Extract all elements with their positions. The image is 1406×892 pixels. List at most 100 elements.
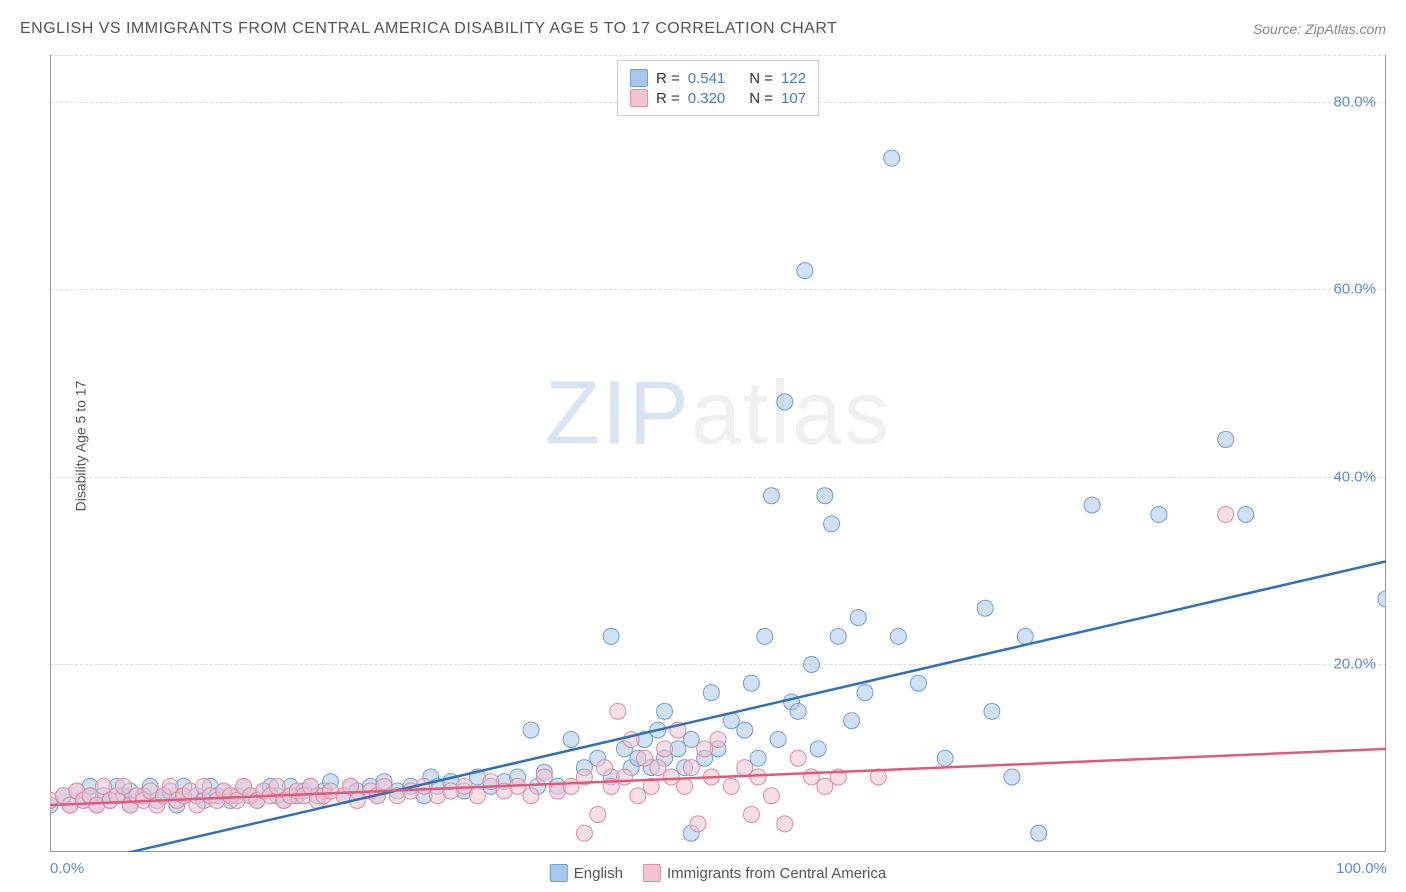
scatter-point bbox=[977, 600, 993, 616]
scatter-point bbox=[804, 769, 820, 785]
scatter-point bbox=[1084, 497, 1100, 513]
legend-swatch bbox=[550, 864, 568, 882]
legend-row: R = 0.541 N = 122 bbox=[630, 69, 806, 87]
scatter-point bbox=[1238, 506, 1254, 522]
legend-r-label: R = bbox=[656, 70, 680, 87]
scatter-point bbox=[737, 760, 753, 776]
scatter-point bbox=[790, 750, 806, 766]
scatter-point bbox=[690, 816, 706, 832]
scatter-point bbox=[817, 778, 833, 794]
scatter-point bbox=[830, 628, 846, 644]
scatter-point bbox=[790, 703, 806, 719]
legend-row: R = 0.320 N = 107 bbox=[630, 89, 806, 107]
scatter-point bbox=[797, 263, 813, 279]
scatter-point bbox=[269, 778, 285, 794]
x-tick-label: 100.0% bbox=[1336, 860, 1387, 877]
scatter-point bbox=[770, 731, 786, 747]
scatter-point bbox=[523, 788, 539, 804]
scatter-point bbox=[657, 741, 673, 757]
scatter-point bbox=[763, 488, 779, 504]
scatter-plot-svg bbox=[50, 55, 1386, 852]
scatter-point bbox=[937, 750, 953, 766]
scatter-point bbox=[757, 628, 773, 644]
scatter-point bbox=[576, 825, 592, 841]
scatter-point bbox=[596, 760, 612, 776]
scatter-point bbox=[683, 760, 699, 776]
scatter-point bbox=[703, 685, 719, 701]
scatter-point bbox=[777, 394, 793, 410]
scatter-point bbox=[1218, 431, 1234, 447]
scatter-point bbox=[1151, 506, 1167, 522]
scatter-point bbox=[470, 788, 486, 804]
legend-item: English bbox=[550, 864, 623, 882]
scatter-point bbox=[810, 741, 826, 757]
scatter-point bbox=[1004, 769, 1020, 785]
x-tick-label: 0.0% bbox=[50, 860, 84, 877]
scatter-point bbox=[824, 516, 840, 532]
chart-container: ZIPatlas R = 0.541 N = 122 R = 0.320 N =… bbox=[50, 55, 1386, 852]
scatter-point bbox=[677, 778, 693, 794]
legend-swatch bbox=[630, 69, 648, 87]
scatter-point bbox=[683, 731, 699, 747]
scatter-point bbox=[303, 778, 319, 794]
scatter-point bbox=[884, 150, 900, 166]
scatter-point bbox=[763, 788, 779, 804]
scatter-point bbox=[1378, 591, 1386, 607]
scatter-point bbox=[590, 806, 606, 822]
scatter-point bbox=[697, 741, 713, 757]
chart-header: ENGLISH VS IMMIGRANTS FROM CENTRAL AMERI… bbox=[20, 20, 1386, 38]
scatter-point bbox=[857, 685, 873, 701]
scatter-point bbox=[743, 675, 759, 691]
legend-item: Immigrants from Central America bbox=[643, 864, 886, 882]
scatter-point bbox=[710, 731, 726, 747]
scatter-point bbox=[743, 806, 759, 822]
scatter-point bbox=[777, 816, 793, 832]
scatter-point bbox=[750, 769, 766, 785]
scatter-point bbox=[890, 628, 906, 644]
chart-source: Source: ZipAtlas.com bbox=[1253, 21, 1386, 37]
scatter-point bbox=[844, 713, 860, 729]
chart-title: ENGLISH VS IMMIGRANTS FROM CENTRAL AMERI… bbox=[20, 20, 837, 38]
legend-label: Immigrants from Central America bbox=[667, 865, 886, 882]
scatter-point bbox=[663, 769, 679, 785]
legend-n-label: N = bbox=[749, 70, 773, 87]
scatter-point bbox=[804, 656, 820, 672]
correlation-legend: R = 0.541 N = 122 R = 0.320 N = 107 bbox=[617, 60, 819, 116]
scatter-point bbox=[750, 750, 766, 766]
plot-area: ZIPatlas R = 0.541 N = 122 R = 0.320 N =… bbox=[50, 55, 1386, 852]
scatter-point bbox=[162, 778, 178, 794]
scatter-point bbox=[637, 750, 653, 766]
legend-swatch bbox=[630, 89, 648, 107]
scatter-point bbox=[910, 675, 926, 691]
legend-n-label: N = bbox=[749, 90, 773, 107]
scatter-point bbox=[723, 778, 739, 794]
scatter-point bbox=[616, 769, 632, 785]
scatter-point bbox=[536, 769, 552, 785]
scatter-point bbox=[1031, 825, 1047, 841]
legend-r-value: 0.320 bbox=[688, 90, 726, 107]
legend-r-label: R = bbox=[656, 90, 680, 107]
scatter-point bbox=[657, 703, 673, 719]
scatter-point bbox=[650, 760, 666, 776]
scatter-point bbox=[737, 722, 753, 738]
scatter-point bbox=[1218, 506, 1234, 522]
scatter-point bbox=[1017, 628, 1033, 644]
scatter-point bbox=[630, 788, 646, 804]
scatter-point bbox=[563, 731, 579, 747]
series-legend: English Immigrants from Central America bbox=[550, 864, 886, 882]
scatter-point bbox=[523, 722, 539, 738]
legend-r-value: 0.541 bbox=[688, 70, 726, 87]
legend-label: English bbox=[574, 865, 623, 882]
scatter-point bbox=[603, 628, 619, 644]
scatter-point bbox=[817, 488, 833, 504]
scatter-point bbox=[563, 778, 579, 794]
legend-swatch bbox=[643, 864, 661, 882]
regression-line bbox=[50, 561, 1386, 852]
scatter-point bbox=[850, 610, 866, 626]
scatter-point bbox=[95, 778, 111, 794]
legend-n-value: 107 bbox=[781, 90, 806, 107]
legend-n-value: 122 bbox=[781, 70, 806, 87]
scatter-point bbox=[984, 703, 1000, 719]
scatter-point bbox=[610, 703, 626, 719]
scatter-point bbox=[115, 778, 131, 794]
